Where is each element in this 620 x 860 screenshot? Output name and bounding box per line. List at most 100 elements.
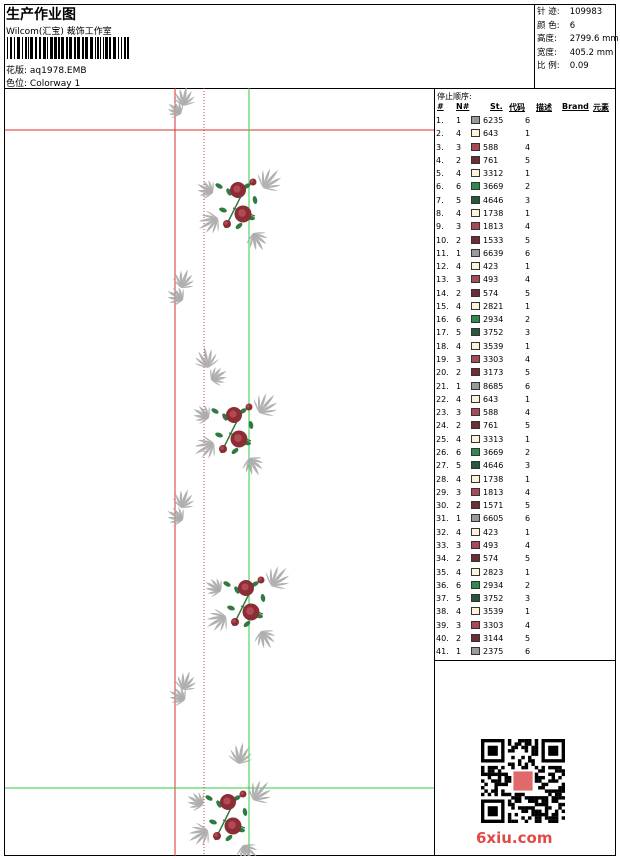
qr-module <box>538 812 542 817</box>
green-leaf <box>248 421 254 429</box>
qr-module <box>521 755 525 760</box>
leaf-frond <box>210 578 221 591</box>
leaf-frond <box>253 796 271 801</box>
barcode-bar <box>58 37 60 59</box>
qr-module <box>551 779 556 783</box>
row-element: 4 <box>525 142 531 152</box>
leaf-frond <box>181 269 188 288</box>
leaf-frond <box>169 519 183 523</box>
leaf-frond <box>239 759 253 764</box>
leaf-frond <box>207 830 209 845</box>
barcode-bar <box>127 37 129 59</box>
qr-module <box>511 762 515 766</box>
row-element: 2 <box>525 315 531 325</box>
row-thread-code: 3313 <box>483 434 504 444</box>
leaf-frond <box>271 566 279 586</box>
leaf-frond <box>211 376 227 381</box>
col-header-code: 代码 <box>509 103 525 112</box>
row-element: 5 <box>525 501 531 511</box>
barcode-bar <box>35 37 37 59</box>
row-thread-code: 6639 <box>483 248 504 258</box>
row-element: 1 <box>525 434 531 444</box>
qr-module <box>534 816 539 820</box>
leaf-frond <box>182 288 184 300</box>
leaf-frond <box>246 458 250 473</box>
qr-module <box>534 812 539 817</box>
row-needle: 2 <box>456 633 462 643</box>
qr-module <box>507 762 512 766</box>
leaf-frond <box>181 494 193 508</box>
design-name: 花版: aq1978.EMB <box>6 63 87 76</box>
gray-leaf-motif <box>197 180 214 199</box>
qr-module <box>494 792 498 797</box>
rose-center <box>238 209 246 217</box>
stat-label: 颜 色: <box>537 20 560 31</box>
barcode-bar <box>77 37 80 59</box>
barcode-bar <box>124 37 126 59</box>
color-swatch <box>471 368 480 377</box>
stat-width: 宽度: 405.2 mm <box>537 47 619 61</box>
gray-leaf-motif <box>187 792 204 811</box>
qr-module <box>481 786 485 790</box>
qr-module <box>528 739 532 743</box>
row-thread-code: 3303 <box>483 620 504 630</box>
gray-leaf-motif <box>257 168 282 191</box>
qr-module <box>507 792 512 797</box>
row-element: 4 <box>525 355 531 365</box>
qr-module <box>561 786 565 790</box>
qr-module <box>551 765 556 770</box>
leaf-frond <box>253 780 261 800</box>
green-leaf <box>215 183 223 189</box>
leaf-frond <box>206 615 226 620</box>
row-needle: 1 <box>456 647 462 657</box>
barcode-bar <box>28 37 29 59</box>
qr-module <box>528 799 532 803</box>
leaf-frond <box>259 412 275 416</box>
green-leaf <box>252 196 258 204</box>
row-index: 31. <box>436 514 449 524</box>
color-swatch <box>471 182 480 191</box>
leaf-frond <box>243 845 257 856</box>
barcode-bar <box>39 37 41 59</box>
row-thread-code: 3752 <box>483 594 504 604</box>
row-index: 14. <box>436 288 449 298</box>
qr-module <box>534 802 539 807</box>
barcode-bar <box>54 37 57 59</box>
qr-module <box>524 742 529 746</box>
qr-module <box>514 812 519 817</box>
leaf-frond <box>172 278 181 288</box>
qr-module <box>494 786 498 790</box>
stat-value: 6 <box>569 20 576 31</box>
row-needle: 2 <box>456 235 462 245</box>
page-title: 生产作业图 <box>6 7 76 23</box>
color-swatch <box>471 288 480 297</box>
leaf-frond <box>246 233 253 245</box>
color-swatch <box>471 235 480 244</box>
qr-module <box>481 765 485 770</box>
row-element: 6 <box>525 248 531 258</box>
row-thread-code: 1533 <box>483 235 504 245</box>
leaf-frond <box>198 405 209 418</box>
gray-leaf-motif <box>228 742 253 764</box>
barcode-bar <box>69 37 72 59</box>
row-thread-code: 3669 <box>483 182 504 192</box>
qr-module <box>494 772 498 777</box>
leaf-frond <box>238 742 243 764</box>
leaf-frond <box>206 616 226 627</box>
color-swatch <box>471 155 480 164</box>
qr-module <box>561 796 565 800</box>
qr-module <box>534 745 539 750</box>
leaf-frond <box>177 675 184 690</box>
leaf-frond <box>269 567 273 586</box>
leaf-frond <box>173 101 181 114</box>
row-thread-code: 3539 <box>483 607 504 617</box>
row-index: 5. <box>436 169 444 179</box>
row-thread-code: 3144 <box>483 633 504 643</box>
row-index: 33. <box>436 540 449 550</box>
qr-module <box>561 772 565 777</box>
qr-module <box>524 765 529 770</box>
row-index: 11. <box>436 248 449 258</box>
leaf-frond <box>198 217 218 222</box>
leaf-frond <box>240 845 244 856</box>
leaf-frond <box>195 417 209 421</box>
